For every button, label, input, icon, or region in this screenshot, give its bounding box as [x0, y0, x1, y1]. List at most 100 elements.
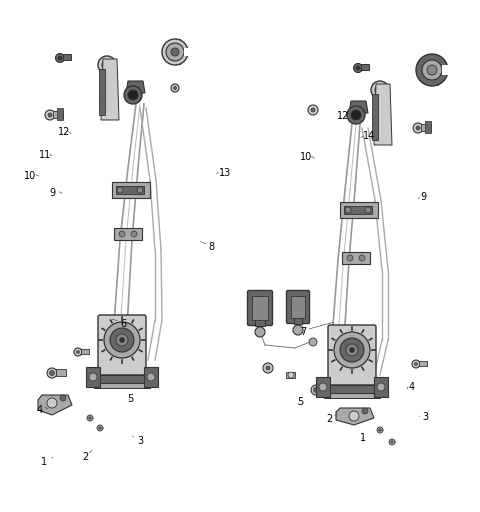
Circle shape [340, 338, 364, 362]
Circle shape [378, 114, 382, 118]
Circle shape [105, 89, 109, 93]
Circle shape [311, 108, 315, 112]
Bar [291, 296, 305, 318]
Circle shape [103, 99, 107, 103]
Text: 12: 12 [58, 127, 70, 137]
Circle shape [74, 348, 82, 356]
Polygon shape [336, 408, 374, 425]
Circle shape [380, 134, 384, 138]
Bar [252, 296, 268, 320]
Circle shape [309, 338, 317, 346]
Text: 8: 8 [208, 242, 214, 252]
Circle shape [349, 411, 359, 421]
Text: 11: 11 [39, 150, 51, 160]
Bar [144, 367, 158, 387]
Polygon shape [99, 69, 105, 115]
Circle shape [87, 415, 93, 421]
Text: 3: 3 [422, 412, 428, 422]
Circle shape [45, 110, 55, 120]
Circle shape [413, 123, 423, 133]
Circle shape [116, 334, 128, 346]
Circle shape [102, 86, 112, 96]
Bar [116, 186, 144, 194]
Text: 12: 12 [336, 111, 349, 121]
Text: 4: 4 [409, 381, 415, 392]
Circle shape [60, 395, 66, 401]
Text: 3: 3 [137, 436, 143, 446]
Circle shape [119, 231, 125, 237]
Circle shape [362, 408, 368, 414]
Circle shape [99, 427, 101, 429]
Circle shape [293, 325, 303, 335]
Circle shape [308, 105, 318, 115]
Bar [286, 372, 295, 378]
Circle shape [365, 207, 371, 213]
Circle shape [89, 373, 97, 381]
Circle shape [124, 86, 142, 104]
Circle shape [107, 79, 111, 83]
Circle shape [98, 56, 116, 74]
Circle shape [104, 322, 140, 358]
Circle shape [349, 348, 355, 352]
Text: 14: 14 [362, 131, 375, 141]
Circle shape [389, 439, 395, 445]
Circle shape [173, 87, 177, 90]
Circle shape [416, 54, 448, 86]
Circle shape [105, 65, 109, 69]
Text: 7: 7 [300, 327, 307, 337]
Circle shape [110, 328, 134, 352]
Circle shape [373, 121, 383, 131]
Circle shape [171, 84, 179, 92]
Text: 2: 2 [82, 452, 89, 462]
Bar [112, 182, 150, 198]
Bar [56, 369, 66, 376]
Bar [421, 124, 431, 131]
Circle shape [120, 337, 124, 343]
Bar [63, 54, 71, 60]
Circle shape [416, 126, 420, 130]
Circle shape [345, 207, 351, 213]
Text: 1: 1 [360, 433, 366, 443]
Circle shape [117, 187, 123, 193]
Text: 9: 9 [50, 187, 56, 198]
Circle shape [147, 373, 155, 381]
Bar [114, 228, 142, 240]
Circle shape [47, 368, 57, 378]
Bar [340, 202, 378, 218]
Circle shape [376, 124, 380, 128]
Circle shape [263, 363, 273, 373]
Bar [81, 349, 89, 354]
Bar [361, 64, 369, 70]
Circle shape [313, 388, 319, 393]
Polygon shape [101, 59, 119, 120]
Circle shape [375, 111, 385, 121]
Text: 1: 1 [41, 457, 47, 467]
Bar [316, 377, 330, 397]
Bar [374, 377, 388, 397]
Bar [53, 111, 63, 118]
Text: 9: 9 [420, 191, 426, 202]
Bar [294, 310, 302, 324]
Circle shape [422, 60, 442, 80]
Text: 2: 2 [326, 414, 333, 424]
Circle shape [97, 425, 103, 431]
Circle shape [391, 441, 393, 443]
Circle shape [311, 385, 321, 395]
Text: 10: 10 [24, 170, 36, 181]
Bar [324, 393, 380, 398]
Circle shape [171, 48, 179, 56]
Circle shape [104, 106, 114, 116]
Text: 5: 5 [297, 397, 304, 408]
Circle shape [356, 66, 360, 70]
Bar [255, 310, 265, 326]
Bar [419, 361, 427, 366]
Circle shape [49, 371, 55, 375]
Bar [86, 367, 100, 387]
Text: 13: 13 [218, 168, 231, 178]
FancyBboxPatch shape [98, 315, 146, 375]
Circle shape [104, 76, 114, 86]
Bar [94, 375, 150, 383]
Bar [442, 65, 452, 75]
Circle shape [377, 131, 387, 141]
Circle shape [319, 383, 327, 391]
